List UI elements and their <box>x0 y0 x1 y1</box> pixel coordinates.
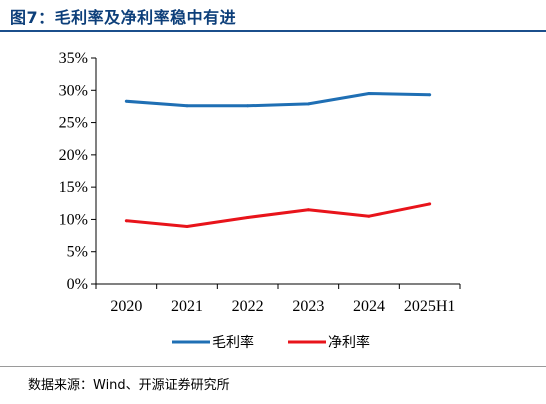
chart-legend: 毛利率 净利率 <box>172 334 370 351</box>
source-note: 数据来源：Wind、开源证券研究所 <box>28 378 230 393</box>
legend-label: 净利率 <box>328 334 370 351</box>
series-lines <box>124 92 432 229</box>
chart-axes <box>91 57 461 289</box>
x-tick-label: 2022 <box>232 298 264 315</box>
x-tick-label: 2023 <box>292 298 324 315</box>
y-tick-label: 15% <box>59 179 88 196</box>
legend-label: 毛利率 <box>212 334 254 351</box>
y-tick-label: 20% <box>59 147 88 164</box>
x-tick-label: 2021 <box>171 298 203 315</box>
x-axis-labels: 2020 2021 2022 2023 2024 2025H1 <box>110 298 455 315</box>
x-tick-label: 2024 <box>353 298 385 315</box>
x-tick-label: 2025H1 <box>404 298 456 315</box>
series-line-1 <box>126 202 430 229</box>
data-point <box>185 225 189 229</box>
y-tick-label: 0% <box>67 276 88 293</box>
y-tick-label: 30% <box>59 82 88 99</box>
data-point <box>306 102 310 106</box>
x-tick-label: 2020 <box>110 298 142 315</box>
data-point <box>246 104 250 108</box>
y-axis-labels: 0% 5% 10% 15% 20% 25% 30% 35% <box>59 50 88 293</box>
y-tick-label: 10% <box>59 211 88 228</box>
data-point <box>185 104 189 108</box>
data-point <box>428 202 432 206</box>
data-point <box>124 219 128 223</box>
figure-title: 图7：毛利率及净利率稳中有进 <box>10 8 237 27</box>
data-point <box>306 208 310 212</box>
line-chart: 0%5%10%15%20%25%30%35% 2020 2021 2022 2023 2… <box>59 50 461 351</box>
data-point <box>367 92 371 96</box>
data-point <box>124 99 128 103</box>
source-divider <box>0 366 546 367</box>
data-point <box>428 93 432 97</box>
y-tick-label: 5% <box>67 244 88 261</box>
y-tick-label: 25% <box>59 115 88 132</box>
data-point <box>246 215 250 219</box>
title-underline <box>0 30 546 32</box>
series-line-0 <box>126 92 430 108</box>
y-tick-label: 35% <box>59 50 88 67</box>
data-point <box>367 214 371 218</box>
